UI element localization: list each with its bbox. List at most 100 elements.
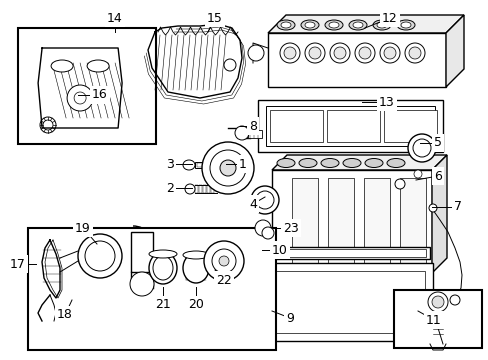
Circle shape [408, 47, 420, 59]
Text: 3: 3 [166, 158, 174, 171]
Ellipse shape [149, 252, 177, 284]
Circle shape [67, 85, 93, 111]
Ellipse shape [400, 22, 410, 28]
Text: 10: 10 [271, 243, 287, 256]
Bar [393, 290, 481, 348]
Circle shape [224, 59, 236, 71]
Circle shape [407, 134, 435, 162]
Bar [195, 185, 198, 193]
Text: 16: 16 [92, 89, 108, 102]
Circle shape [247, 45, 264, 61]
Bar [263, 271, 424, 333]
Circle shape [413, 170, 421, 178]
Polygon shape [267, 15, 463, 33]
Bar [254, 263, 432, 341]
Bar [203, 185, 205, 193]
Bar [326, 110, 379, 142]
Ellipse shape [183, 253, 208, 283]
Text: 13: 13 [378, 95, 394, 108]
Text: 9: 9 [285, 311, 293, 324]
Text: 23: 23 [283, 221, 298, 234]
Bar [131, 232, 153, 272]
Ellipse shape [305, 22, 314, 28]
Ellipse shape [281, 22, 290, 28]
Circle shape [262, 227, 273, 239]
Bar [383, 110, 436, 142]
Circle shape [254, 220, 270, 236]
Text: 1: 1 [239, 158, 246, 171]
Text: 4: 4 [248, 198, 256, 211]
Circle shape [431, 296, 443, 308]
Ellipse shape [396, 20, 414, 30]
Bar [28, 228, 275, 350]
Ellipse shape [342, 158, 360, 167]
Text: 17: 17 [10, 257, 26, 270]
Text: 5: 5 [433, 136, 441, 149]
Ellipse shape [376, 22, 386, 28]
Circle shape [358, 47, 370, 59]
Text: 11: 11 [425, 314, 441, 327]
Bar [327, 178, 353, 265]
Ellipse shape [372, 20, 390, 30]
Bar [258, 100, 442, 152]
Bar [269, 110, 323, 142]
Circle shape [412, 139, 430, 157]
Bar [199, 185, 202, 193]
Circle shape [250, 186, 279, 214]
Ellipse shape [325, 20, 342, 30]
Bar [195, 162, 217, 168]
Ellipse shape [153, 256, 173, 280]
Bar [18, 28, 156, 144]
Circle shape [428, 204, 436, 212]
Ellipse shape [183, 251, 208, 259]
Text: 6: 6 [433, 170, 441, 183]
Text: 2: 2 [166, 181, 174, 194]
Circle shape [220, 160, 236, 176]
Circle shape [333, 47, 346, 59]
Ellipse shape [320, 158, 338, 167]
Circle shape [212, 249, 236, 273]
Text: 22: 22 [216, 274, 231, 287]
Text: 19: 19 [75, 221, 91, 234]
Circle shape [130, 272, 154, 296]
Circle shape [74, 92, 86, 104]
Circle shape [219, 256, 228, 266]
Circle shape [209, 150, 245, 186]
Polygon shape [271, 170, 431, 273]
Polygon shape [267, 33, 445, 87]
Ellipse shape [149, 250, 177, 258]
Circle shape [354, 43, 374, 63]
Ellipse shape [364, 158, 382, 167]
Ellipse shape [352, 22, 362, 28]
Bar [262, 249, 425, 257]
Polygon shape [271, 155, 446, 170]
Circle shape [383, 47, 395, 59]
Ellipse shape [301, 20, 318, 30]
Circle shape [85, 241, 115, 271]
Ellipse shape [276, 158, 294, 167]
Circle shape [284, 47, 295, 59]
Bar [399, 178, 425, 265]
Circle shape [329, 43, 349, 63]
Polygon shape [445, 15, 463, 87]
Ellipse shape [183, 160, 195, 170]
Ellipse shape [328, 22, 338, 28]
Bar [210, 185, 214, 193]
Circle shape [449, 295, 459, 305]
Circle shape [280, 43, 299, 63]
Text: 8: 8 [248, 120, 257, 132]
Circle shape [256, 191, 273, 209]
Text: 12: 12 [381, 12, 397, 24]
Bar [363, 178, 389, 265]
Circle shape [379, 43, 399, 63]
Ellipse shape [348, 20, 366, 30]
Text: 7: 7 [453, 201, 461, 213]
Ellipse shape [298, 158, 316, 167]
Text: 20: 20 [188, 298, 203, 311]
Circle shape [427, 292, 447, 312]
Ellipse shape [87, 60, 109, 72]
Circle shape [305, 43, 325, 63]
Ellipse shape [51, 60, 73, 72]
Circle shape [78, 234, 122, 278]
Text: 15: 15 [206, 12, 223, 24]
